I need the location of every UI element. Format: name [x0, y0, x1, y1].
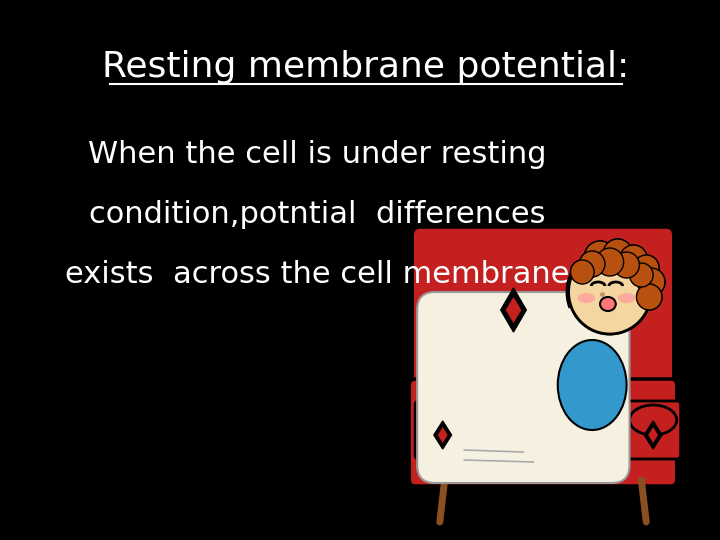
Circle shape	[636, 284, 662, 310]
Circle shape	[629, 263, 653, 287]
Text: condition,potntial  differences: condition,potntial differences	[89, 200, 545, 229]
Circle shape	[585, 241, 616, 273]
Circle shape	[570, 260, 594, 284]
Ellipse shape	[600, 297, 616, 311]
Polygon shape	[438, 427, 448, 443]
Ellipse shape	[577, 293, 595, 303]
Circle shape	[603, 239, 632, 269]
Circle shape	[580, 251, 605, 277]
Ellipse shape	[419, 405, 467, 435]
Ellipse shape	[618, 293, 636, 303]
Text: exists  across the cell membrane: exists across the cell membrane	[65, 260, 569, 289]
Circle shape	[614, 252, 639, 278]
FancyBboxPatch shape	[415, 401, 470, 459]
Circle shape	[569, 250, 651, 334]
Polygon shape	[648, 427, 658, 443]
Circle shape	[637, 268, 665, 296]
Ellipse shape	[558, 340, 626, 430]
FancyBboxPatch shape	[417, 292, 629, 483]
Circle shape	[634, 255, 659, 281]
FancyBboxPatch shape	[626, 401, 680, 459]
Circle shape	[629, 263, 653, 287]
Circle shape	[596, 248, 624, 276]
FancyBboxPatch shape	[413, 227, 674, 418]
Circle shape	[569, 250, 651, 334]
Wedge shape	[567, 248, 653, 307]
Circle shape	[570, 260, 594, 284]
Circle shape	[620, 245, 647, 273]
Ellipse shape	[629, 405, 677, 435]
FancyBboxPatch shape	[409, 379, 677, 486]
Polygon shape	[505, 297, 521, 323]
Circle shape	[636, 284, 662, 310]
Circle shape	[603, 239, 632, 269]
Polygon shape	[434, 421, 451, 449]
Circle shape	[580, 251, 605, 277]
Circle shape	[637, 268, 665, 296]
Polygon shape	[644, 421, 662, 449]
Circle shape	[620, 245, 647, 273]
Text: When the cell is under resting: When the cell is under resting	[88, 140, 546, 169]
Polygon shape	[500, 288, 526, 332]
Circle shape	[614, 252, 639, 278]
Circle shape	[585, 241, 616, 273]
Circle shape	[596, 248, 624, 276]
Circle shape	[634, 255, 659, 281]
Text: Resting membrane potential:: Resting membrane potential:	[102, 50, 629, 84]
